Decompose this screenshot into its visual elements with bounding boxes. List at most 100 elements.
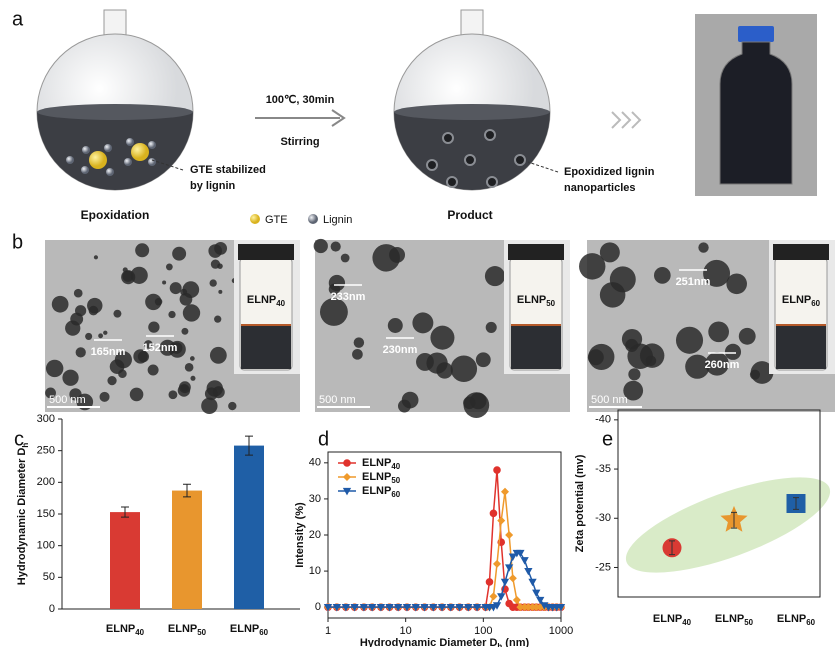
bar (172, 490, 202, 609)
particle (463, 392, 490, 418)
marker (556, 604, 566, 612)
particle (209, 279, 217, 287)
y-axis-label: Hydrodynamic Diameter Dh (16, 443, 30, 586)
label-text: Hydrodynamic Diameter D (16, 448, 28, 586)
label-sub: 40 (135, 628, 144, 637)
x-tick-label: ELNP50 (168, 623, 207, 637)
label-sub: 50 (546, 299, 555, 308)
particle (430, 325, 455, 350)
particle (109, 359, 125, 374)
marker (489, 592, 498, 601)
caption: Product (447, 208, 492, 222)
liquid-surface (394, 104, 550, 120)
label-text: ELNP (106, 623, 135, 635)
lignin (82, 146, 90, 154)
marker (437, 604, 447, 612)
y-axis-label: Intensity (%) (294, 502, 306, 568)
particle (162, 280, 167, 285)
particle (313, 238, 328, 254)
marker (497, 516, 506, 525)
label-text: Hydrodynamic Diameter D (360, 637, 498, 647)
vial-cap (508, 244, 564, 260)
marker (524, 567, 533, 576)
particle (190, 375, 196, 381)
legend-gte (250, 214, 260, 224)
label-text: ELNP (517, 294, 546, 306)
panel-label: e (602, 428, 613, 450)
vial-cap (773, 244, 829, 260)
label-text: ELNP (777, 613, 806, 625)
y-tick-label: 0 (315, 601, 321, 613)
np (442, 132, 454, 144)
particle (135, 243, 150, 258)
marker (367, 604, 377, 612)
particle (724, 343, 742, 360)
y-tick-label: -40 (595, 414, 611, 426)
caption: Epoxidation (81, 208, 150, 222)
particle (204, 387, 218, 401)
y-tick-label: 250 (37, 445, 55, 457)
particle (147, 364, 159, 376)
label-sub: 50 (391, 476, 400, 485)
size-label: 152nm (143, 342, 178, 354)
marker (528, 578, 537, 587)
error-bar (245, 435, 253, 456)
scale-label: 500 nm (319, 394, 356, 406)
particle (103, 330, 108, 335)
x-tick-label: ELNP60 (777, 613, 816, 627)
lignin (148, 158, 156, 166)
marker (493, 466, 501, 474)
particle (372, 244, 400, 272)
particle (675, 326, 704, 354)
vial-liquid (511, 325, 561, 369)
y-tick-label: 200 (37, 476, 55, 488)
particle (209, 346, 227, 364)
particle (75, 347, 86, 358)
x-tick-label: 100 (474, 625, 492, 637)
legend-label: ELNP50 (362, 471, 401, 485)
particle (130, 266, 148, 284)
marker (485, 578, 494, 586)
marker (492, 602, 502, 610)
x-tick-label: 1000 (549, 625, 573, 637)
particle (319, 298, 348, 326)
marker (341, 604, 351, 612)
particle (99, 391, 110, 402)
error-bar (793, 497, 799, 510)
note: by lignin (190, 180, 236, 192)
label-text: ELNP (782, 294, 811, 306)
x-tick-label: ELNP60 (230, 623, 269, 637)
particle (45, 387, 56, 399)
particle (201, 397, 218, 415)
label-text: ELNP (230, 623, 259, 635)
label-text: ELNP (168, 623, 197, 635)
particle (133, 349, 148, 364)
lignin (104, 144, 112, 152)
x-axis-label: Hydrodynamic Diameter Dh (nm) (360, 637, 530, 647)
marker (323, 604, 333, 612)
particle (159, 339, 176, 356)
legend-label: ELNP60 (362, 485, 401, 499)
particle (45, 359, 64, 378)
y-tick-label: 30 (309, 493, 321, 505)
particle (73, 288, 83, 298)
bottle (719, 41, 793, 185)
label-sub: 40 (276, 299, 285, 308)
vial-cap (238, 244, 294, 260)
note: nanoparticles (564, 182, 636, 194)
marker (508, 553, 518, 561)
particle (328, 274, 346, 292)
np (514, 154, 526, 166)
particle (426, 352, 448, 374)
particle (705, 352, 729, 376)
particle (62, 369, 79, 386)
bar (110, 512, 140, 609)
particle (218, 289, 223, 294)
scheme: GTE stabilized by lignin Epoxidation 100… (36, 9, 817, 226)
label-text: ELNP (362, 457, 391, 469)
particle (168, 310, 176, 319)
np (486, 176, 498, 188)
liquid (37, 112, 193, 190)
tem-label: ELNP40 (247, 294, 286, 308)
